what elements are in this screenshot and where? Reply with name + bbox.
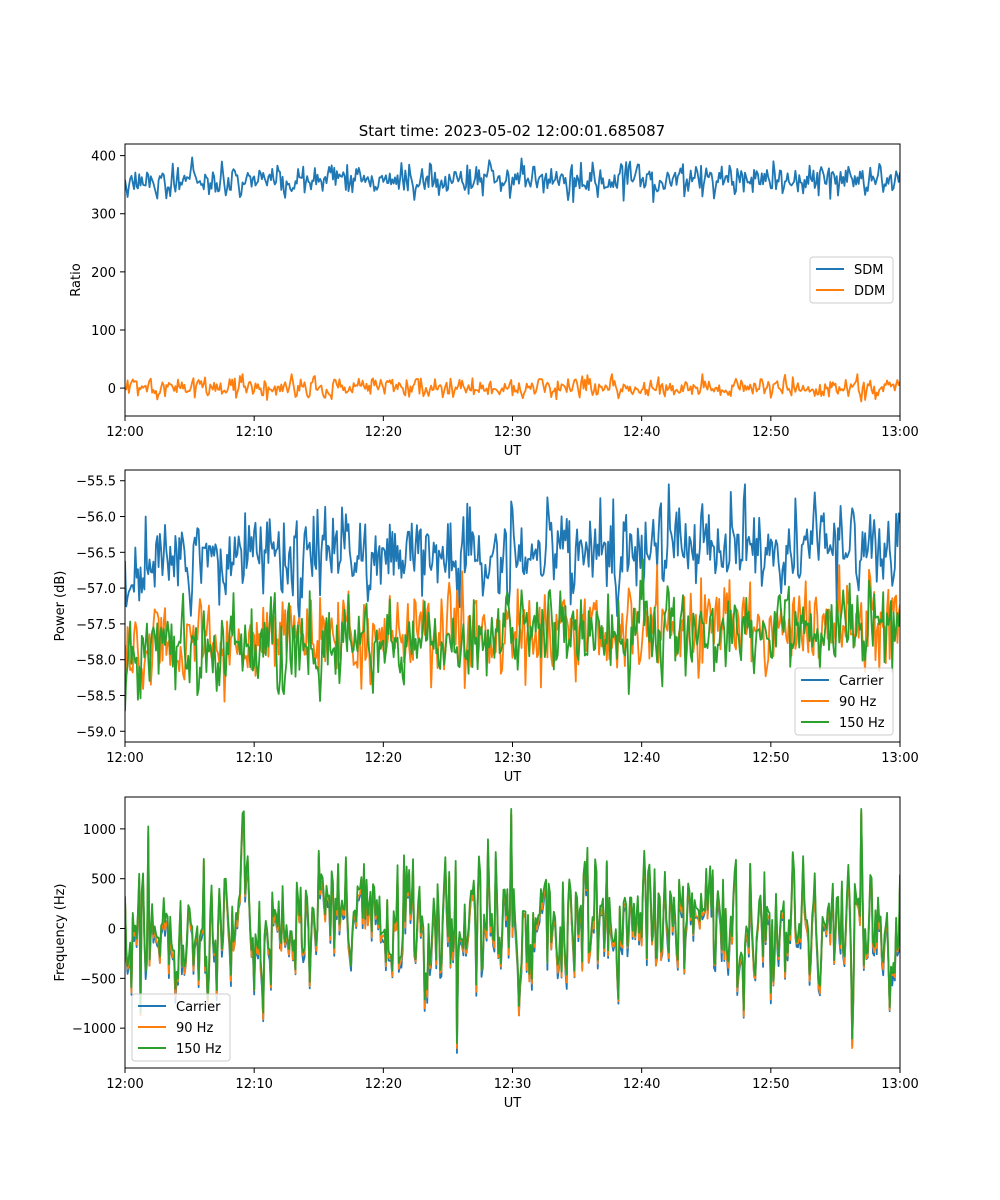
x-tick-label: 12:10 [235, 1077, 272, 1092]
y-tick-label: 0 [108, 382, 116, 397]
x-tick-label: 12:20 [365, 751, 402, 766]
x-axis-label: UT [504, 444, 522, 459]
y-tick-label: −500 [80, 972, 116, 987]
series-line-150-hz [125, 808, 900, 1044]
x-tick-label: 12:10 [235, 751, 272, 766]
legend-box [131, 993, 231, 1062]
power-panel: 12:00 12:10 12:20 12:30 12:40 12:50 13:00 −59.0… [53, 469, 919, 785]
x-tick-label: 12:50 [752, 751, 789, 766]
frequency-panel: 12:00 12:10 12:20 12:30 12:40 12:50 13:00 −1000… [53, 796, 919, 1111]
x-axis-label: UT [504, 770, 522, 785]
x-tick-label: 12:00 [106, 1077, 143, 1092]
x-tick-label: 12:30 [494, 1077, 531, 1092]
y-tick-label: −56.5 [76, 546, 116, 561]
plot-area [125, 808, 900, 1054]
series-line-carrier [125, 483, 900, 622]
legend-label: Carrier [839, 674, 884, 689]
legend-label: 150 Hz [839, 716, 885, 731]
legend-label: Carrier [176, 1000, 221, 1015]
y-tick-label: 300 [91, 208, 116, 223]
chart-title: Start time: 2023-05-02 12:00:01.685087 [359, 122, 665, 140]
x-tick-label: 13:00 [881, 425, 918, 440]
legend-box [794, 667, 894, 736]
x-tick-label: 12:40 [623, 1077, 660, 1092]
x-tick-label: 12:30 [494, 751, 531, 766]
series-line-sdm [125, 156, 900, 204]
x-tick-label: 12:40 [623, 751, 660, 766]
x-tick-label: 12:00 [106, 425, 143, 440]
y-axis-label: Power (dB) [53, 571, 68, 642]
x-tick-label: 13:00 [881, 1077, 918, 1092]
x-tick-label: 12:10 [235, 425, 272, 440]
legend-label: SDM [854, 263, 883, 278]
legend-label: 150 Hz [176, 1042, 222, 1057]
series-line-ddm [125, 373, 900, 403]
y-tick-label: 400 [91, 150, 116, 165]
x-tick-label: 12:50 [752, 1077, 789, 1092]
y-axis-label: Frequency (Hz) [53, 883, 68, 981]
plot-area [125, 156, 900, 403]
x-tick-label: 12:00 [106, 751, 143, 766]
y-tick-label: −1000 [72, 1022, 116, 1037]
y-tick-label: −59.0 [76, 725, 116, 740]
legend: Carrier 90 Hz 150 Hz [131, 993, 231, 1062]
ratio-panel: 12:00 12:10 12:20 12:30 12:40 12:50 13:00 0 100 2… [69, 143, 919, 459]
legend: Carrier 90 Hz 150 Hz [794, 667, 894, 736]
y-tick-label: −58.0 [76, 654, 116, 669]
legend: SDM DDM [809, 256, 894, 304]
x-axis-label: UT [504, 1096, 522, 1111]
x-tick-label: 12:20 [365, 425, 402, 440]
x-tick-label: 13:00 [881, 751, 918, 766]
x-tick-label: 12:20 [365, 1077, 402, 1092]
x-tick-label: 12:50 [752, 425, 789, 440]
y-tick-label: −56.0 [76, 511, 116, 526]
legend-label: 90 Hz [839, 695, 876, 710]
x-tick-label: 12:30 [494, 425, 531, 440]
y-tick-label: 200 [91, 266, 116, 281]
y-tick-label: 100 [91, 324, 116, 339]
legend-label: 90 Hz [176, 1021, 213, 1036]
series-line-90-hz [125, 564, 900, 703]
y-tick-label: 0 [108, 923, 116, 938]
plot-area [125, 483, 900, 712]
y-axis-label: Ratio [69, 263, 84, 296]
y-tick-label: −55.5 [76, 475, 116, 490]
y-tick-label: −57.5 [76, 618, 116, 633]
x-tick-label: 12:40 [623, 425, 660, 440]
y-tick-label: 1000 [83, 823, 116, 838]
y-tick-label: −58.5 [76, 689, 116, 704]
y-tick-label: 500 [91, 873, 116, 888]
legend-label: DDM [854, 284, 885, 299]
series-line-150-hz [125, 558, 900, 712]
y-tick-label: −57.0 [76, 582, 116, 597]
